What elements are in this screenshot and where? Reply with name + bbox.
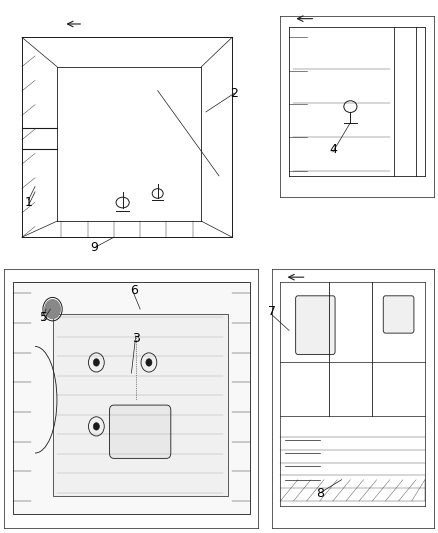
Text: 1: 1: [25, 196, 32, 209]
Text: 3: 3: [132, 332, 140, 345]
Text: 2: 2: [230, 87, 238, 100]
Text: 5: 5: [40, 311, 48, 324]
FancyBboxPatch shape: [383, 296, 414, 333]
Polygon shape: [9, 16, 241, 256]
FancyBboxPatch shape: [110, 405, 171, 458]
FancyBboxPatch shape: [296, 296, 335, 354]
Text: 6: 6: [130, 284, 138, 297]
Text: 7: 7: [268, 305, 276, 318]
Text: 8: 8: [316, 487, 324, 499]
Polygon shape: [13, 282, 250, 514]
Circle shape: [45, 300, 60, 319]
Text: 9: 9: [90, 241, 98, 254]
Circle shape: [93, 423, 99, 430]
Circle shape: [146, 423, 152, 430]
Text: 4: 4: [329, 143, 337, 156]
Circle shape: [146, 359, 152, 366]
Circle shape: [93, 359, 99, 366]
Polygon shape: [53, 314, 228, 496]
